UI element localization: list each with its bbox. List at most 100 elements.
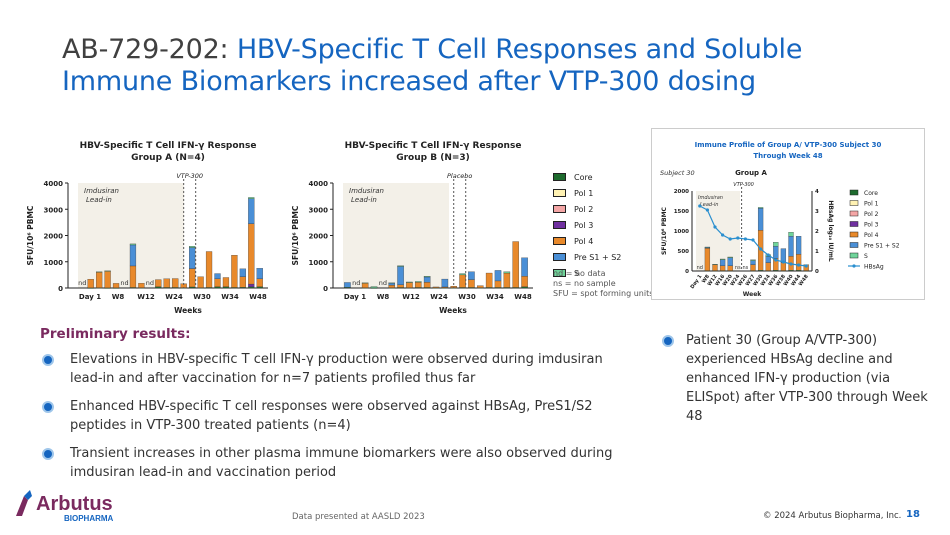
y2-axis-label: HBsAg log₁₀ IU/mL — [827, 200, 834, 262]
x-tick-label: W8 — [701, 273, 711, 284]
bullet-dot-icon — [42, 401, 54, 413]
bar-segment — [795, 236, 802, 255]
bar-segment — [773, 242, 779, 247]
bar-segment — [104, 270, 111, 272]
legend-label: S — [574, 268, 580, 278]
bar-segment — [441, 278, 449, 288]
legend-swatch — [553, 269, 566, 277]
x-tick-label: W12 — [402, 293, 420, 301]
bar-segment — [189, 286, 196, 289]
y2-tick-label: 1 — [815, 249, 819, 255]
x-tick-label: W12 — [137, 293, 155, 301]
bar-segment — [773, 246, 779, 259]
bar-segment — [239, 276, 246, 288]
result-bullet: Enhanced HBV-specific T cell responses w… — [40, 397, 620, 435]
logo-name: Arbutus — [36, 493, 113, 515]
x-axis-label: Weeks — [174, 306, 202, 315]
group-label: Group A — [735, 169, 767, 177]
bar-segment — [415, 282, 422, 288]
bar-segment — [423, 276, 431, 283]
subject-30-chart: Immune Profile of Group A/ VTP-300 Subje… — [660, 141, 900, 298]
hbsag-point — [728, 237, 732, 241]
dose-label: Placebo — [447, 172, 472, 180]
bar-segment — [459, 274, 466, 288]
bar-segment — [423, 276, 431, 278]
inset-legend-label: Pol 3 — [864, 222, 879, 229]
bar-segment — [397, 265, 404, 267]
inset-legend-label: Pol 1 — [864, 201, 879, 208]
y-axis-label: SFU/10⁶ PBMC — [26, 205, 35, 265]
legend-swatch — [553, 253, 566, 261]
group-b-chart: HBV-Specific T Cell IFN-γ Response Group … — [291, 141, 533, 315]
bar-segment — [239, 268, 246, 277]
bar-segment — [344, 282, 351, 288]
legend-item-pol4: Pol 4 — [553, 233, 621, 249]
legend-label: Pol 2 — [574, 204, 594, 214]
bar-segment — [750, 264, 756, 271]
patient-30-bullet: Patient 30 (Group A/VTP-300) experienced… — [662, 331, 936, 426]
nd-label: nd — [78, 279, 86, 287]
bar-segment — [172, 278, 179, 288]
legend-label: Pre S1 + S2 — [574, 252, 622, 262]
bar-segment — [96, 272, 103, 288]
bar-segment — [205, 251, 213, 288]
x-tick-label: W34 — [221, 293, 239, 301]
x-tick-label: W30 — [458, 293, 476, 301]
bar-segment — [155, 286, 162, 289]
logo-sub: BIOPHARMA — [64, 514, 114, 523]
point-label: nd — [697, 265, 703, 271]
bar-segment — [712, 264, 718, 271]
y-tick-label: 500 — [678, 249, 690, 255]
hbsag-point — [781, 260, 785, 264]
note-nd: nd = no data — [553, 269, 606, 278]
y-tick-label: 3000 — [309, 206, 329, 214]
bar-segment — [459, 273, 466, 276]
title-highlight: HBV-Specific T Cell Responses and Solubl… — [62, 34, 803, 97]
inset-title: Immune Profile of Group A/ VTP-300 Subje… — [695, 141, 882, 149]
bar-segment — [750, 259, 756, 261]
bullet-dot-icon — [42, 448, 54, 460]
page-title: AB-729-202: HBV-Specific T Cell Response… — [62, 34, 842, 98]
x-tick-label: W48 — [249, 293, 267, 301]
bar-segment — [256, 286, 263, 289]
bar-segment — [248, 286, 255, 289]
bar-segment — [155, 279, 162, 287]
legend-swatch — [553, 189, 566, 197]
y-tick-label: 0 — [323, 285, 328, 293]
bar-segment — [138, 283, 145, 288]
result-bullet: Transient increases in other plasma immu… — [40, 444, 620, 482]
bar-segment — [477, 285, 484, 288]
chart-title: HBV-Specific T Cell IFN-γ Response — [80, 141, 257, 151]
bar-segment — [222, 277, 230, 287]
x-tick-label: W8 — [377, 293, 390, 301]
bar-segment — [214, 278, 221, 287]
bar-segment — [197, 276, 204, 288]
bar-segment — [494, 270, 502, 282]
bar-segment — [189, 247, 196, 269]
bar-segment — [87, 279, 94, 289]
bar-segment — [757, 208, 764, 231]
legend-item-core: Core — [553, 169, 621, 185]
nd-label: nd — [352, 279, 360, 287]
footer-source: Data presented at AASLD 2023 — [292, 512, 425, 522]
y2-tick-label: 4 — [815, 189, 819, 195]
bullet-dot-icon — [662, 335, 674, 347]
hbsag-point — [698, 204, 702, 208]
abbreviation-notes: nd = no data ns = no sample SFU = spot f… — [553, 269, 653, 299]
y-axis-label: SFU/10⁶ PBMC — [291, 205, 300, 265]
bar-segment — [727, 265, 733, 271]
group-a-chart: HBV-Specific T Cell IFN-γ Response Group … — [26, 141, 268, 315]
x-tick-label: Day 1 — [79, 293, 101, 301]
bullet-text: Patient 30 (Group A/VTP-300) experienced… — [686, 333, 928, 424]
hbsag-point — [751, 238, 755, 242]
bar-segment — [432, 286, 440, 288]
legend-item-pol1: Pol 1 — [553, 185, 621, 201]
x-tick-label: W48 — [514, 293, 532, 301]
lead-in-label: Lead-in — [351, 196, 377, 204]
subject-30-panel: Immune Profile of Group A/ VTP-300 Subje… — [651, 128, 925, 300]
hbsag-point — [736, 236, 740, 240]
note-sfu: SFU = spot forming units — [553, 289, 654, 298]
bar-segment — [256, 278, 263, 287]
subject-label: Subject 30 — [660, 169, 695, 177]
bar-segment — [222, 286, 230, 289]
